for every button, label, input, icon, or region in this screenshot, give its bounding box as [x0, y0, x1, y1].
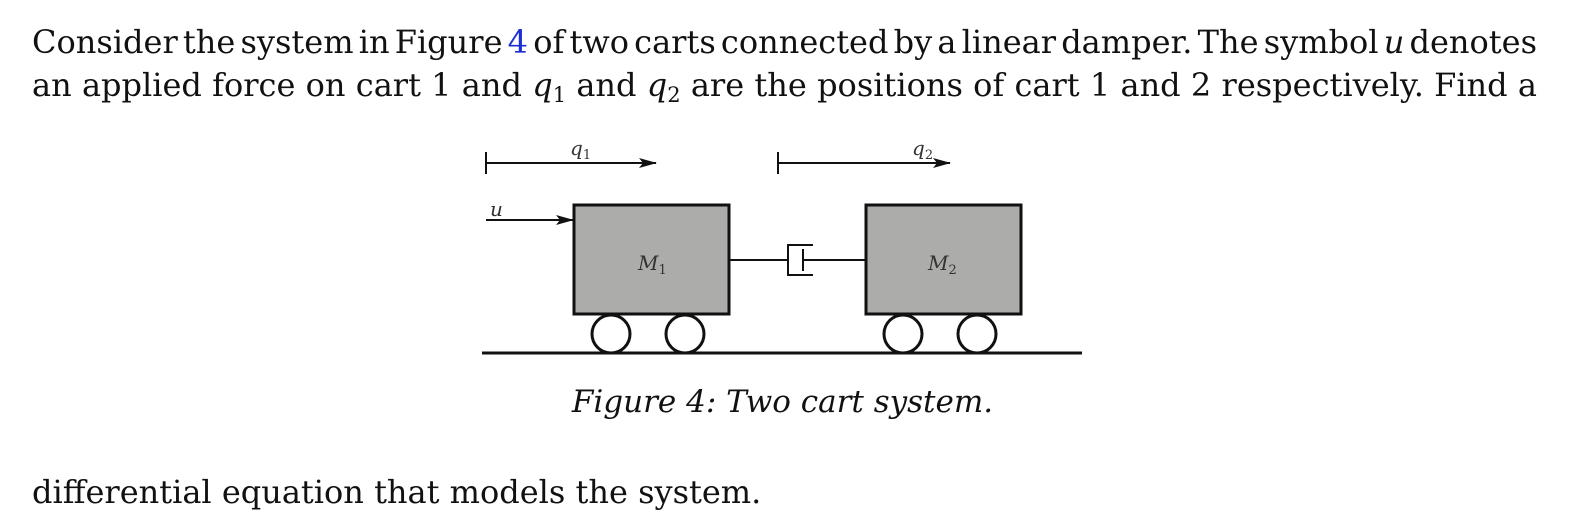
word: Figure — [394, 23, 503, 61]
word: force — [212, 66, 296, 104]
word: of — [973, 66, 1005, 104]
word: connected — [720, 23, 889, 61]
figure-caption: Figure 4: Two cart system. — [571, 384, 994, 420]
linear-damper — [729, 244, 866, 276]
word: and — [461, 66, 522, 104]
word: positions — [817, 66, 963, 104]
math-symbol-q2: q2 — [647, 63, 681, 117]
word: two — [569, 23, 629, 61]
word: and — [1120, 66, 1181, 104]
word: linear — [961, 23, 1057, 61]
word: carts — [634, 23, 716, 61]
word: The — [1197, 23, 1259, 61]
math-symbol-u: u — [1383, 23, 1405, 61]
word: symbol — [1263, 23, 1379, 61]
word: denotes — [1409, 23, 1537, 61]
paragraph-line-3: differential equation that models the sy… — [32, 473, 762, 511]
word: and — [576, 66, 637, 104]
word: system — [240, 23, 354, 61]
q1-base: q — [532, 66, 553, 104]
cart-2-body — [864, 203, 1023, 316]
word: the — [182, 23, 236, 61]
word: are — [690, 66, 745, 104]
word: Find — [1434, 66, 1508, 104]
word: damper. — [1061, 23, 1193, 61]
word: by — [893, 23, 933, 61]
cart-1-body — [572, 203, 731, 316]
word: in — [358, 23, 390, 61]
math-symbol-q1: q1 — [532, 63, 566, 117]
word: cart — [1014, 66, 1080, 104]
q2-label: q2 — [912, 136, 933, 163]
force-label-u: u — [490, 197, 503, 221]
word: 1 — [1089, 66, 1111, 104]
cart-1-wheel-right — [664, 313, 706, 355]
q1-displacement-arrow — [485, 152, 657, 174]
cart-2-wheel-left — [882, 313, 924, 355]
mass-2-label: M2 — [927, 251, 957, 278]
cart-1-wheel-left — [590, 313, 632, 355]
word: a — [937, 23, 957, 61]
word: the — [754, 66, 807, 104]
word: 2 — [1190, 66, 1212, 104]
word: on — [305, 66, 346, 104]
q1-label: q1 — [570, 136, 591, 163]
word: a — [1517, 66, 1537, 104]
q2-subscript: 2 — [667, 83, 681, 107]
word: applied — [81, 66, 202, 104]
word: respectively. — [1221, 66, 1424, 104]
word: Consider — [32, 23, 178, 61]
word: cart — [355, 66, 421, 104]
word: an — [32, 66, 72, 104]
q1-subscript: 1 — [552, 83, 567, 107]
figure-reference-link[interactable]: 4 — [507, 23, 529, 61]
paragraph-line-1: Consider the system in Figure 4 of two c… — [32, 20, 1537, 64]
word: of — [533, 23, 565, 61]
paragraph-line-2: an applied force on cart 1 and q1 and q2… — [32, 63, 1537, 117]
cart-2-wheel-right — [956, 313, 998, 355]
q2-displacement-arrow — [777, 152, 951, 174]
mass-1-label: M1 — [637, 251, 667, 278]
word: 1 — [431, 66, 452, 104]
q2-base: q — [646, 66, 668, 104]
